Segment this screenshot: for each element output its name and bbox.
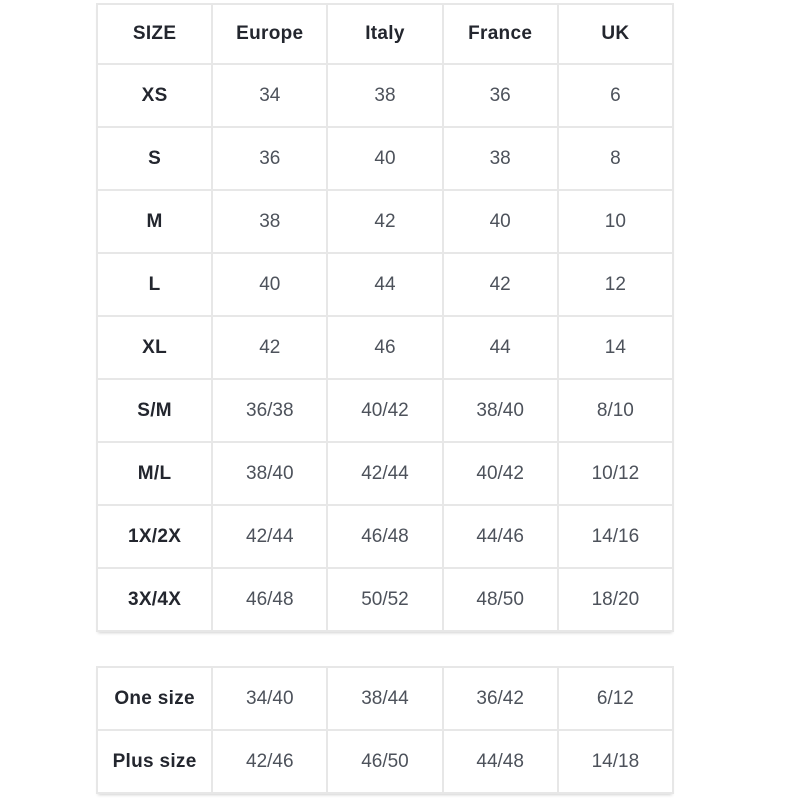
size-value-cell: 42/44 [326,441,444,506]
size-label-cell: S [95,126,214,191]
table-row: One size 34/40 38/44 36/42 6/12 [95,666,675,731]
table-row: S/M 36/38 40/42 38/40 8/10 [95,378,675,443]
size-value-cell: 38/44 [326,666,444,731]
table-row: L 40 44 42 12 [95,252,675,317]
size-value-cell: 44 [326,252,444,317]
size-conversion-table: SIZE Europe Italy France UK XS 34 38 36 6 S 36… [95,3,675,632]
size-label-cell: L [95,252,214,317]
table-row: Plus size 42/46 46/50 44/48 14/18 [95,729,675,794]
size-value-cell: 14/16 [556,504,675,569]
size-value-cell: 18/20 [556,567,675,632]
table-row: M/L 38/40 42/44 40/42 10/12 [95,441,675,506]
size-value-cell: 40 [211,252,329,317]
table-row: M 38 42 40 10 [95,189,675,254]
size-value-cell: 12 [556,252,675,317]
size-value-cell: 42/46 [211,729,329,794]
size-value-cell: 36 [441,63,559,128]
size-label-cell: S/M [95,378,214,443]
size-value-cell: 8/10 [556,378,675,443]
size-value-cell: 6/12 [556,666,675,731]
size-value-cell: 34/40 [211,666,329,731]
column-header-size: SIZE [95,3,214,65]
size-value-cell: 10 [556,189,675,254]
size-label-cell: M/L [95,441,214,506]
column-header-france: France [441,3,559,65]
size-value-cell: 8 [556,126,675,191]
size-label-cell: M [95,189,214,254]
table-row: 1X/2X 42/44 46/48 44/46 14/16 [95,504,675,569]
size-value-cell: 14/18 [556,729,675,794]
size-label-cell: 1X/2X [95,504,214,569]
size-value-cell: 36 [211,126,329,191]
size-value-cell: 40 [326,126,444,191]
size-label-cell: One size [95,666,214,731]
size-value-cell: 40 [441,189,559,254]
size-value-cell: 42 [211,315,329,380]
column-header-italy: Italy [326,3,444,65]
size-value-cell: 42 [326,189,444,254]
size-table-header: SIZE Europe Italy France UK [95,3,675,65]
header-row: SIZE Europe Italy France UK [95,3,675,65]
size-value-cell: 42 [441,252,559,317]
size-value-cell: 46 [326,315,444,380]
table-row: XS 34 38 36 6 [95,63,675,128]
size-table-body: XS 34 38 36 6 S 36 40 38 8 M 38 42 40 10 L 40 44 42 12 XL 42 4… [95,63,675,632]
size-value-cell: 10/12 [556,441,675,506]
size-value-cell: 38 [441,126,559,191]
size-label-cell: 3X/4X [95,567,214,632]
size-value-cell: 44 [441,315,559,380]
size-value-cell: 6 [556,63,675,128]
size-value-cell: 44/48 [441,729,559,794]
size-label-cell: XL [95,315,214,380]
one-size-plus-size-table: One size 34/40 38/44 36/42 6/12 Plus size 42/4… [95,666,675,794]
column-header-uk: UK [556,3,675,65]
size-value-cell: 46/48 [211,567,329,632]
size-value-cell: 14 [556,315,675,380]
size-value-cell: 46/48 [326,504,444,569]
table-row: 3X/4X 46/48 50/52 48/50 18/20 [95,567,675,632]
size-value-cell: 34 [211,63,329,128]
size-label-cell: XS [95,63,214,128]
size-value-cell: 38/40 [441,378,559,443]
size-value-cell: 38 [211,189,329,254]
column-header-europe: Europe [211,3,329,65]
size-value-cell: 48/50 [441,567,559,632]
size-value-cell: 40/42 [441,441,559,506]
table-row: XL 42 46 44 14 [95,315,675,380]
size-value-cell: 38 [326,63,444,128]
size-value-cell: 46/50 [326,729,444,794]
secondary-table-body: One size 34/40 38/44 36/42 6/12 Plus size 42/4… [95,666,675,794]
size-label-cell: Plus size [95,729,214,794]
size-value-cell: 38/40 [211,441,329,506]
table-row: S 36 40 38 8 [95,126,675,191]
size-value-cell: 50/52 [326,567,444,632]
size-value-cell: 36/42 [441,666,559,731]
size-value-cell: 42/44 [211,504,329,569]
size-value-cell: 36/38 [211,378,329,443]
size-value-cell: 40/42 [326,378,444,443]
size-value-cell: 44/46 [441,504,559,569]
